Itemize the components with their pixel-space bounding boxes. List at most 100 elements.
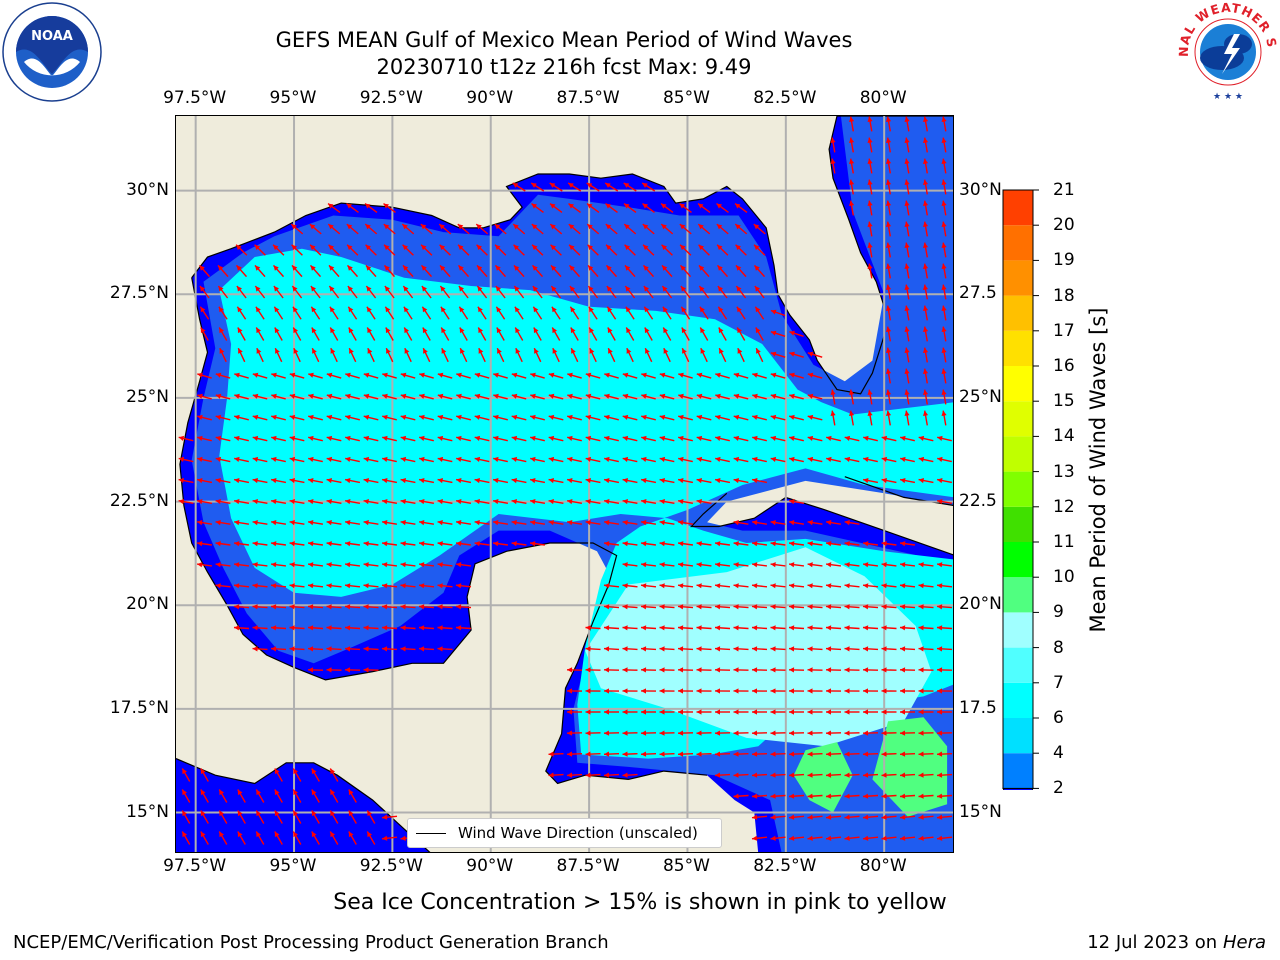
- wave-direction-arrow: [735, 285, 747, 299]
- wave-direction-arrow: [346, 264, 359, 278]
- wave-direction-arrow: [289, 646, 305, 652]
- wave-direction-arrow: [923, 137, 929, 153]
- wave-direction-arrow: [735, 264, 747, 278]
- wave-direction-arrow: [474, 541, 490, 547]
- wave-direction-arrow: [309, 264, 322, 278]
- nws-logo: NATIONAL WEATHER SERVICE ★ ★ ★: [1176, 0, 1279, 102]
- wave-direction-arrow: [440, 327, 450, 341]
- chart-title: GEFS MEAN Gulf of Mexico Mean Period of …: [275, 28, 853, 52]
- wave-direction-arrow: [606, 306, 617, 320]
- wave-direction-arrow: [567, 709, 582, 715]
- wave-direction-arrow: [659, 583, 675, 589]
- wave-direction-arrow: [941, 242, 947, 258]
- wave-direction-arrow: [807, 814, 823, 820]
- wave-direction-arrow: [363, 499, 379, 505]
- wave-direction-arrow: [456, 456, 471, 463]
- wave-direction-arrow: [311, 810, 320, 824]
- wave-direction-arrow: [696, 478, 712, 484]
- wave-direction-arrow: [235, 244, 248, 256]
- wave-direction-arrow: [603, 646, 620, 652]
- wave-direction-arrow: [219, 347, 227, 363]
- wave-direction-arrow: [936, 478, 953, 484]
- wave-direction-arrow: [844, 814, 860, 820]
- wave-direction-arrow: [751, 604, 768, 610]
- wave-direction-arrow: [345, 372, 360, 379]
- wave-direction-arrow: [511, 478, 527, 484]
- wave-direction-arrow: [733, 435, 749, 442]
- wave-direction-arrow: [566, 520, 583, 526]
- wave-direction-arrow: [737, 347, 745, 363]
- wave-direction-arrow: [311, 768, 320, 782]
- wave-direction-arrow: [532, 285, 543, 299]
- wave-direction-arrow: [699, 306, 709, 320]
- wave-direction-arrow: [289, 541, 305, 547]
- wave-direction-arrow: [622, 562, 638, 568]
- wave-direction-arrow: [789, 414, 804, 421]
- wave-direction-arrow: [493, 435, 508, 442]
- wave-direction-arrow: [494, 223, 507, 235]
- wave-direction-arrow: [200, 810, 209, 824]
- wave-direction-arrow: [696, 730, 712, 736]
- wave-direction-arrow: [867, 137, 873, 153]
- wave-direction-arrow: [677, 583, 694, 589]
- wave-direction-arrow: [493, 414, 508, 421]
- wave-direction-arrow: [899, 604, 916, 610]
- wave-direction-arrow: [289, 478, 305, 484]
- wave-direction-arrow: [696, 667, 712, 673]
- wave-direction-arrow: [862, 751, 879, 757]
- wave-direction-arrow: [679, 244, 692, 256]
- wave-direction-arrow: [200, 327, 209, 341]
- wave-direction-arrow: [326, 562, 342, 568]
- wave-direction-arrow: [289, 604, 305, 610]
- wave-direction-arrow: [457, 223, 470, 235]
- wave-direction-arrow: [863, 456, 878, 463]
- wave-direction-arrow: [326, 646, 342, 652]
- wave-direction-arrow: [456, 372, 471, 379]
- wave-direction-arrow: [659, 751, 675, 757]
- wave-direction-arrow: [200, 789, 209, 803]
- wave-direction-arrow: [515, 347, 523, 363]
- wave-direction-arrow: [474, 499, 490, 505]
- wave-direction-arrow: [900, 709, 915, 715]
- wave-direction-arrow: [941, 200, 947, 216]
- lon-label-bottom-7: 80°W: [859, 856, 907, 876]
- wave-direction-arrow: [918, 730, 934, 736]
- wave-direction-arrow: [418, 646, 435, 652]
- wave-direction-arrow: [603, 499, 620, 505]
- wave-direction-arrow: [849, 200, 855, 216]
- wave-direction-arrow: [623, 182, 637, 192]
- wave-direction-arrow: [326, 372, 342, 379]
- wave-direction-arrow: [718, 327, 727, 341]
- wave-direction-arrow: [603, 751, 620, 757]
- wave-direction-arrow: [715, 541, 730, 547]
- wave-direction-arrow: [825, 793, 842, 799]
- wave-direction-arrow: [862, 688, 879, 694]
- wave-direction-arrow: [807, 709, 823, 715]
- wave-direction-arrow: [310, 306, 321, 320]
- wave-direction-arrow: [326, 520, 342, 526]
- wave-direction-arrow: [789, 372, 804, 379]
- wave-direction-arrow: [455, 499, 472, 505]
- wave-direction-arrow: [825, 688, 842, 694]
- wave-direction-arrow: [603, 667, 620, 673]
- wave-direction-arrow: [329, 768, 339, 782]
- wave-direction-arrow: [197, 372, 212, 379]
- wave-direction-arrow: [345, 435, 360, 442]
- wave-direction-arrow: [622, 499, 638, 505]
- wave-direction-arrow: [455, 625, 472, 631]
- wave-direction-arrow: [234, 435, 249, 442]
- wave-direction-arrow: [326, 625, 342, 631]
- wave-direction-arrow: [622, 667, 638, 673]
- wave-direction-arrow: [678, 372, 693, 379]
- wave-direction-arrow: [363, 562, 379, 568]
- wave-direction-arrow: [941, 158, 947, 174]
- wave-direction-arrow: [696, 625, 712, 631]
- wave-direction-arrow: [476, 285, 488, 299]
- wave-direction-arrow: [365, 264, 377, 278]
- wave-direction-arrow: [421, 306, 432, 320]
- wave-direction-arrow: [197, 562, 212, 568]
- wave-direction-arrow: [716, 264, 729, 278]
- wave-direction-arrow: [237, 831, 246, 845]
- wave-direction-arrow: [217, 264, 229, 278]
- wave-direction-arrow: [307, 583, 324, 589]
